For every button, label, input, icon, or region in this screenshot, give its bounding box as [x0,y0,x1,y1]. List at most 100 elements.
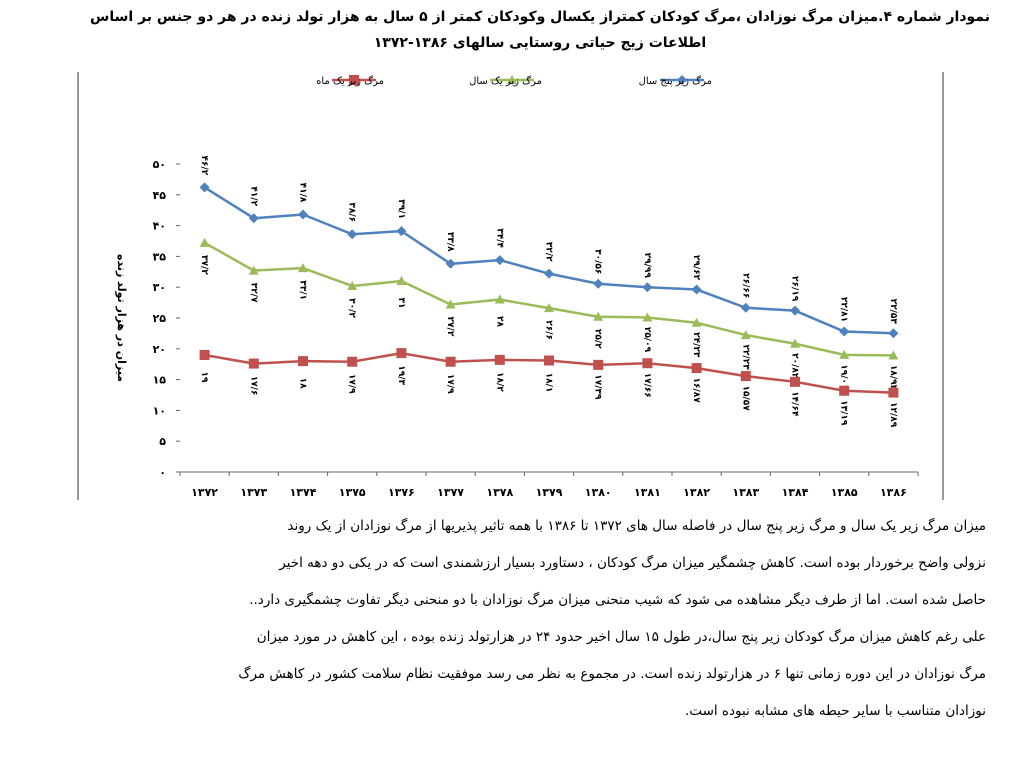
data-label: ۱۸/۲ [494,372,504,392]
paragraph-line-3: حاصل شده است. اما از طرف دیگر مشاهده می … [249,592,986,608]
legend-marker [507,75,517,84]
x-tick-label: ۱۳۷۵ [339,486,366,499]
data-point [888,387,899,398]
data-label: ۳۲/۲ [544,242,554,262]
x-tick-label: ۱۳۷۲ [191,486,218,499]
data-label: ۳۴/۴ [494,228,504,248]
data-point [839,326,850,337]
data-point [593,359,604,370]
data-label: ۲۸ [494,316,504,327]
data-point [544,355,554,366]
x-tick-label: ۱۳۷۳ [240,486,267,499]
data-label: ۱۷/۹ [347,374,357,394]
y-tick-label: ۳۵ [153,250,167,263]
data-point [396,226,407,237]
data-point [740,302,751,313]
data-point [347,356,358,367]
data-point [888,350,899,360]
body-paragraph: میزان مرگ زیر یک سال و مرگ زیر پنج سال د… [36,508,986,730]
data-point [199,349,210,360]
data-label: ۲۲/۸۱ [839,297,849,322]
data-label: ۱۸ [298,378,308,389]
y-axis-title: میزان در هزار تولد زنده [115,254,128,382]
x-tick-label: ۱۳۸۳ [732,486,759,499]
data-point [740,371,751,382]
data-point [888,328,899,339]
data-point [494,255,505,266]
y-tick-label: ۲۵ [153,312,167,325]
y-tick-label: ۵ [159,435,166,448]
data-point [544,268,554,279]
data-point [790,305,800,316]
data-label: ۳۹/۱ [396,199,406,219]
data-label: ۱۶/۸۷ [691,377,701,403]
x-tick-label: ۱۳۸۰ [585,486,612,499]
data-point [790,338,800,348]
data-label: ۱۵/۵۷ [740,385,750,411]
y-tick-label: ۳۰ [153,281,166,294]
legend-marker [349,75,359,85]
x-tick-label: ۱۳۸۵ [831,486,858,499]
paragraph-line-2: نزولی واضح برخوردار بوده است. کاهش چشمگی… [279,555,986,571]
chart-title: نمودار شماره ۴.میزان مرگ نوزادان ،مرگ کو… [70,4,1010,56]
data-point [790,376,800,387]
line-chart: ۰ ۵ ۱۰ ۱۵ ۲۰ ۲۵ ۳۰ ۳۵ ۴۰ ۴۵ ۵۰ ۱۳۷۲ ۱۳۷۳ ۱۳۷۴ ۱۳۷۵ ۱۳۷۶… [77,72,944,500]
data-point [839,349,850,359]
data-point [691,317,702,327]
data-label: ۱۹/۰۱ [839,364,849,389]
data-point [494,354,505,365]
data-label: ۴۱/۸ [298,183,308,203]
data-point [445,258,456,269]
data-point [248,265,259,275]
x-tick-label: ۱۳۸۲ [683,486,710,499]
x-tick-label: ۱۳۸۱ [634,486,661,499]
data-label: ۳۳/۸ [445,232,455,252]
paragraph-line-4: علی رغم کاهش میزان مرگ کودکان زیر پنج سا… [256,629,986,645]
y-tick-label: ۴۰ [153,220,166,233]
data-label: ۱۳/۱۹ [839,400,849,426]
paragraph-line-6: نوزادان متناسب با سایر حیطه های مشابه نب… [685,703,986,719]
data-point [445,299,456,309]
data-label: ۲۶/۶ [544,320,554,340]
y-tick-label: ۰ [159,466,166,479]
data-label: ۱۷/۳۹ [593,374,603,400]
y-tick-label: ۲۰ [153,343,166,356]
data-point [494,294,505,304]
data-label: ۴۱/۲ [248,186,258,206]
x-tick-label: ۱۳۷۷ [437,486,464,499]
data-point [347,280,358,290]
data-point [642,312,653,322]
data-label: ۱۸/۹۲ [888,365,898,391]
data-label: ۲۲/۵۳ [888,299,898,325]
paragraph-line-1: میزان مرگ زیر یک سال و مرگ زیر پنج سال د… [287,518,986,534]
data-label: ۳۰/۲ [347,298,357,318]
data-point [593,311,604,321]
data-label: ۲۵/۲ [593,329,603,349]
data-point [298,356,308,367]
data-point [642,282,653,293]
legend-marker [677,75,687,85]
data-point [740,330,751,340]
y-tick-label: ۴۵ [153,189,167,202]
data-label: ۲۶/۱۹ [790,276,800,302]
data-label: ۱۴/۶۴ [790,391,800,417]
data-point [691,284,702,295]
x-tick-label: ۱۳۷۸ [486,486,513,499]
data-point [839,385,850,396]
legend-label: مرگ زیر پنج سال [639,74,712,87]
x-tick-label: ۱۳۸۶ [880,486,907,499]
y-tick-label: ۵۰ [153,158,166,171]
data-point [248,213,259,224]
data-point [691,363,702,374]
data-point [298,209,308,220]
data-point [642,358,653,369]
data-label: ۳۲/۷ [248,283,258,303]
paragraph-line-5: مرگ نوزادان در این دوره زمانی تنها ۶ در … [238,666,986,682]
data-point [396,276,407,286]
data-label: ۲۷/۲ [445,317,455,337]
data-label: ۲۶/۶۶ [740,273,750,298]
data-label: ۱۹/۳ [396,365,406,385]
data-label: ۲۵/۰۹ [642,327,652,353]
data-point [593,278,604,289]
data-point [445,356,456,367]
